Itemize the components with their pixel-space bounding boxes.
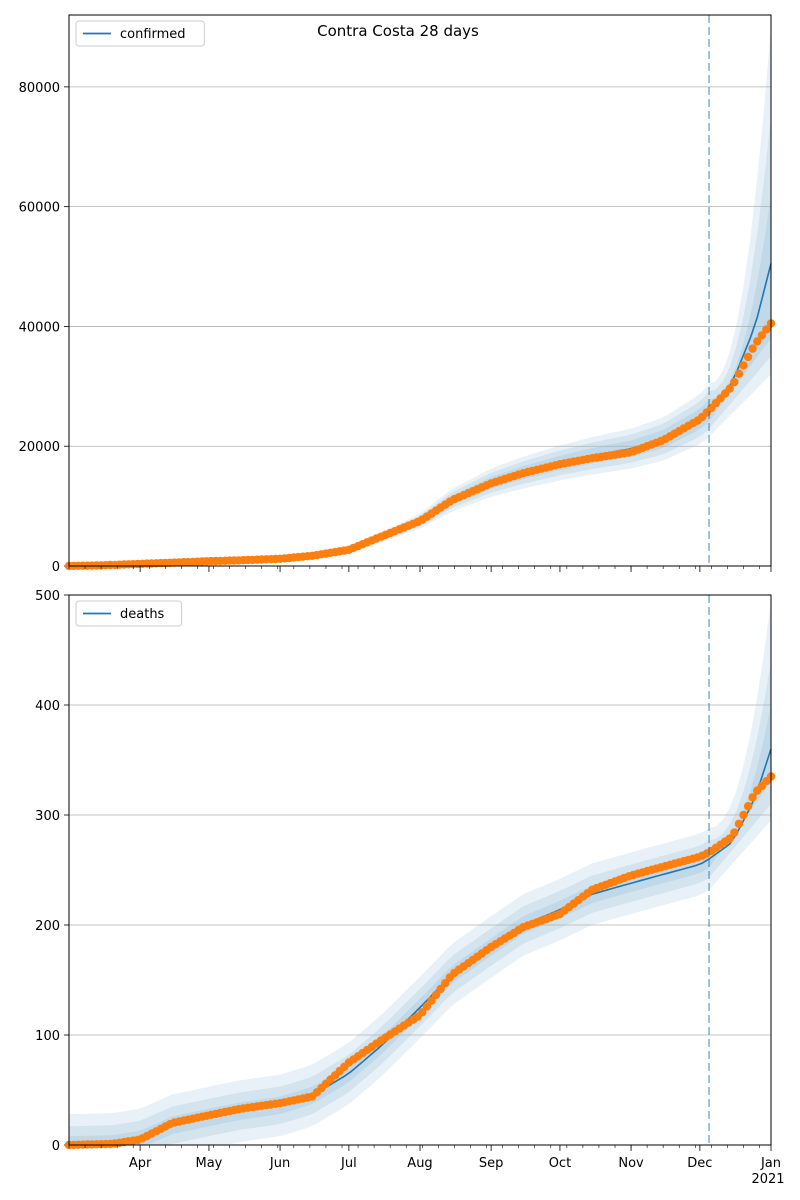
x-tick-label: Apr [129,1156,152,1171]
y-tick-label: 60000 [19,201,60,216]
legend-box [75,20,205,47]
x-tick-label: Jan [760,1156,781,1171]
observed-point [730,377,739,387]
x-tick-label: Jun [269,1156,290,1171]
observed-point [725,384,734,393]
legend-label: deaths [120,607,165,622]
observed-point [418,1008,427,1017]
y-tick-label: 20000 [19,440,60,455]
legend-box [75,600,183,627]
x-tick-label: Sep [479,1156,504,1171]
y-tick-label: 40000 [19,320,60,335]
chart-title: Contra Costa 28 days [317,22,479,40]
y-tick-label: 500 [35,589,60,604]
observed-point [725,834,734,843]
x-tick-label: Oct [549,1156,571,1171]
x-tick-label: Nov [618,1156,644,1171]
observed-point [730,828,739,837]
observed-point [441,979,450,988]
x-tick-label: Dec [687,1156,712,1171]
legend: confirmed [75,20,205,47]
observed-point [753,337,762,346]
observed-point [762,325,771,334]
x-tick-label: Aug [407,1156,432,1171]
plot-frame [68,594,772,1146]
y-tick-label: 0 [52,560,60,575]
observed-point [431,990,441,1000]
y-tick-label: 300 [35,809,60,824]
observed-point [748,344,757,353]
y-tick-label: 100 [35,1029,60,1044]
observed-point [734,369,744,378]
x-tick-label: May [195,1156,222,1171]
forecast-median-line [68,748,772,1146]
observed-point [757,331,766,340]
x-year-label: 2021 [751,1172,784,1187]
observed-point [734,819,744,828]
uncertainty-band [69,27,771,566]
observed-point [427,996,436,1005]
deaths-panel: 0 100 200 300 400 500 Apr May Jun Jul Aug Sep Oct Nov… [35,589,784,1187]
uncertainty-band [69,116,771,567]
observed-point [743,802,753,811]
legend: deaths [75,600,183,627]
observed-point [743,352,753,362]
uncertainty-band [69,194,771,566]
confirmed-panel: 0 20000 40000 60000 80000 confirmed [19,14,776,575]
observed-point [739,810,748,820]
observed-point [739,361,748,370]
observed-point [436,984,445,994]
legend-label: confirmed [120,27,186,42]
y-tick-label: 80000 [19,81,60,96]
observed-point [422,1002,432,1011]
x-tick-label: Jul [340,1156,357,1171]
y-tick-label: 200 [35,919,60,934]
observed-point [748,793,757,802]
plot-frame [68,14,772,567]
y-tick-label: 0 [52,1139,60,1154]
y-tick-label: 400 [35,699,60,714]
